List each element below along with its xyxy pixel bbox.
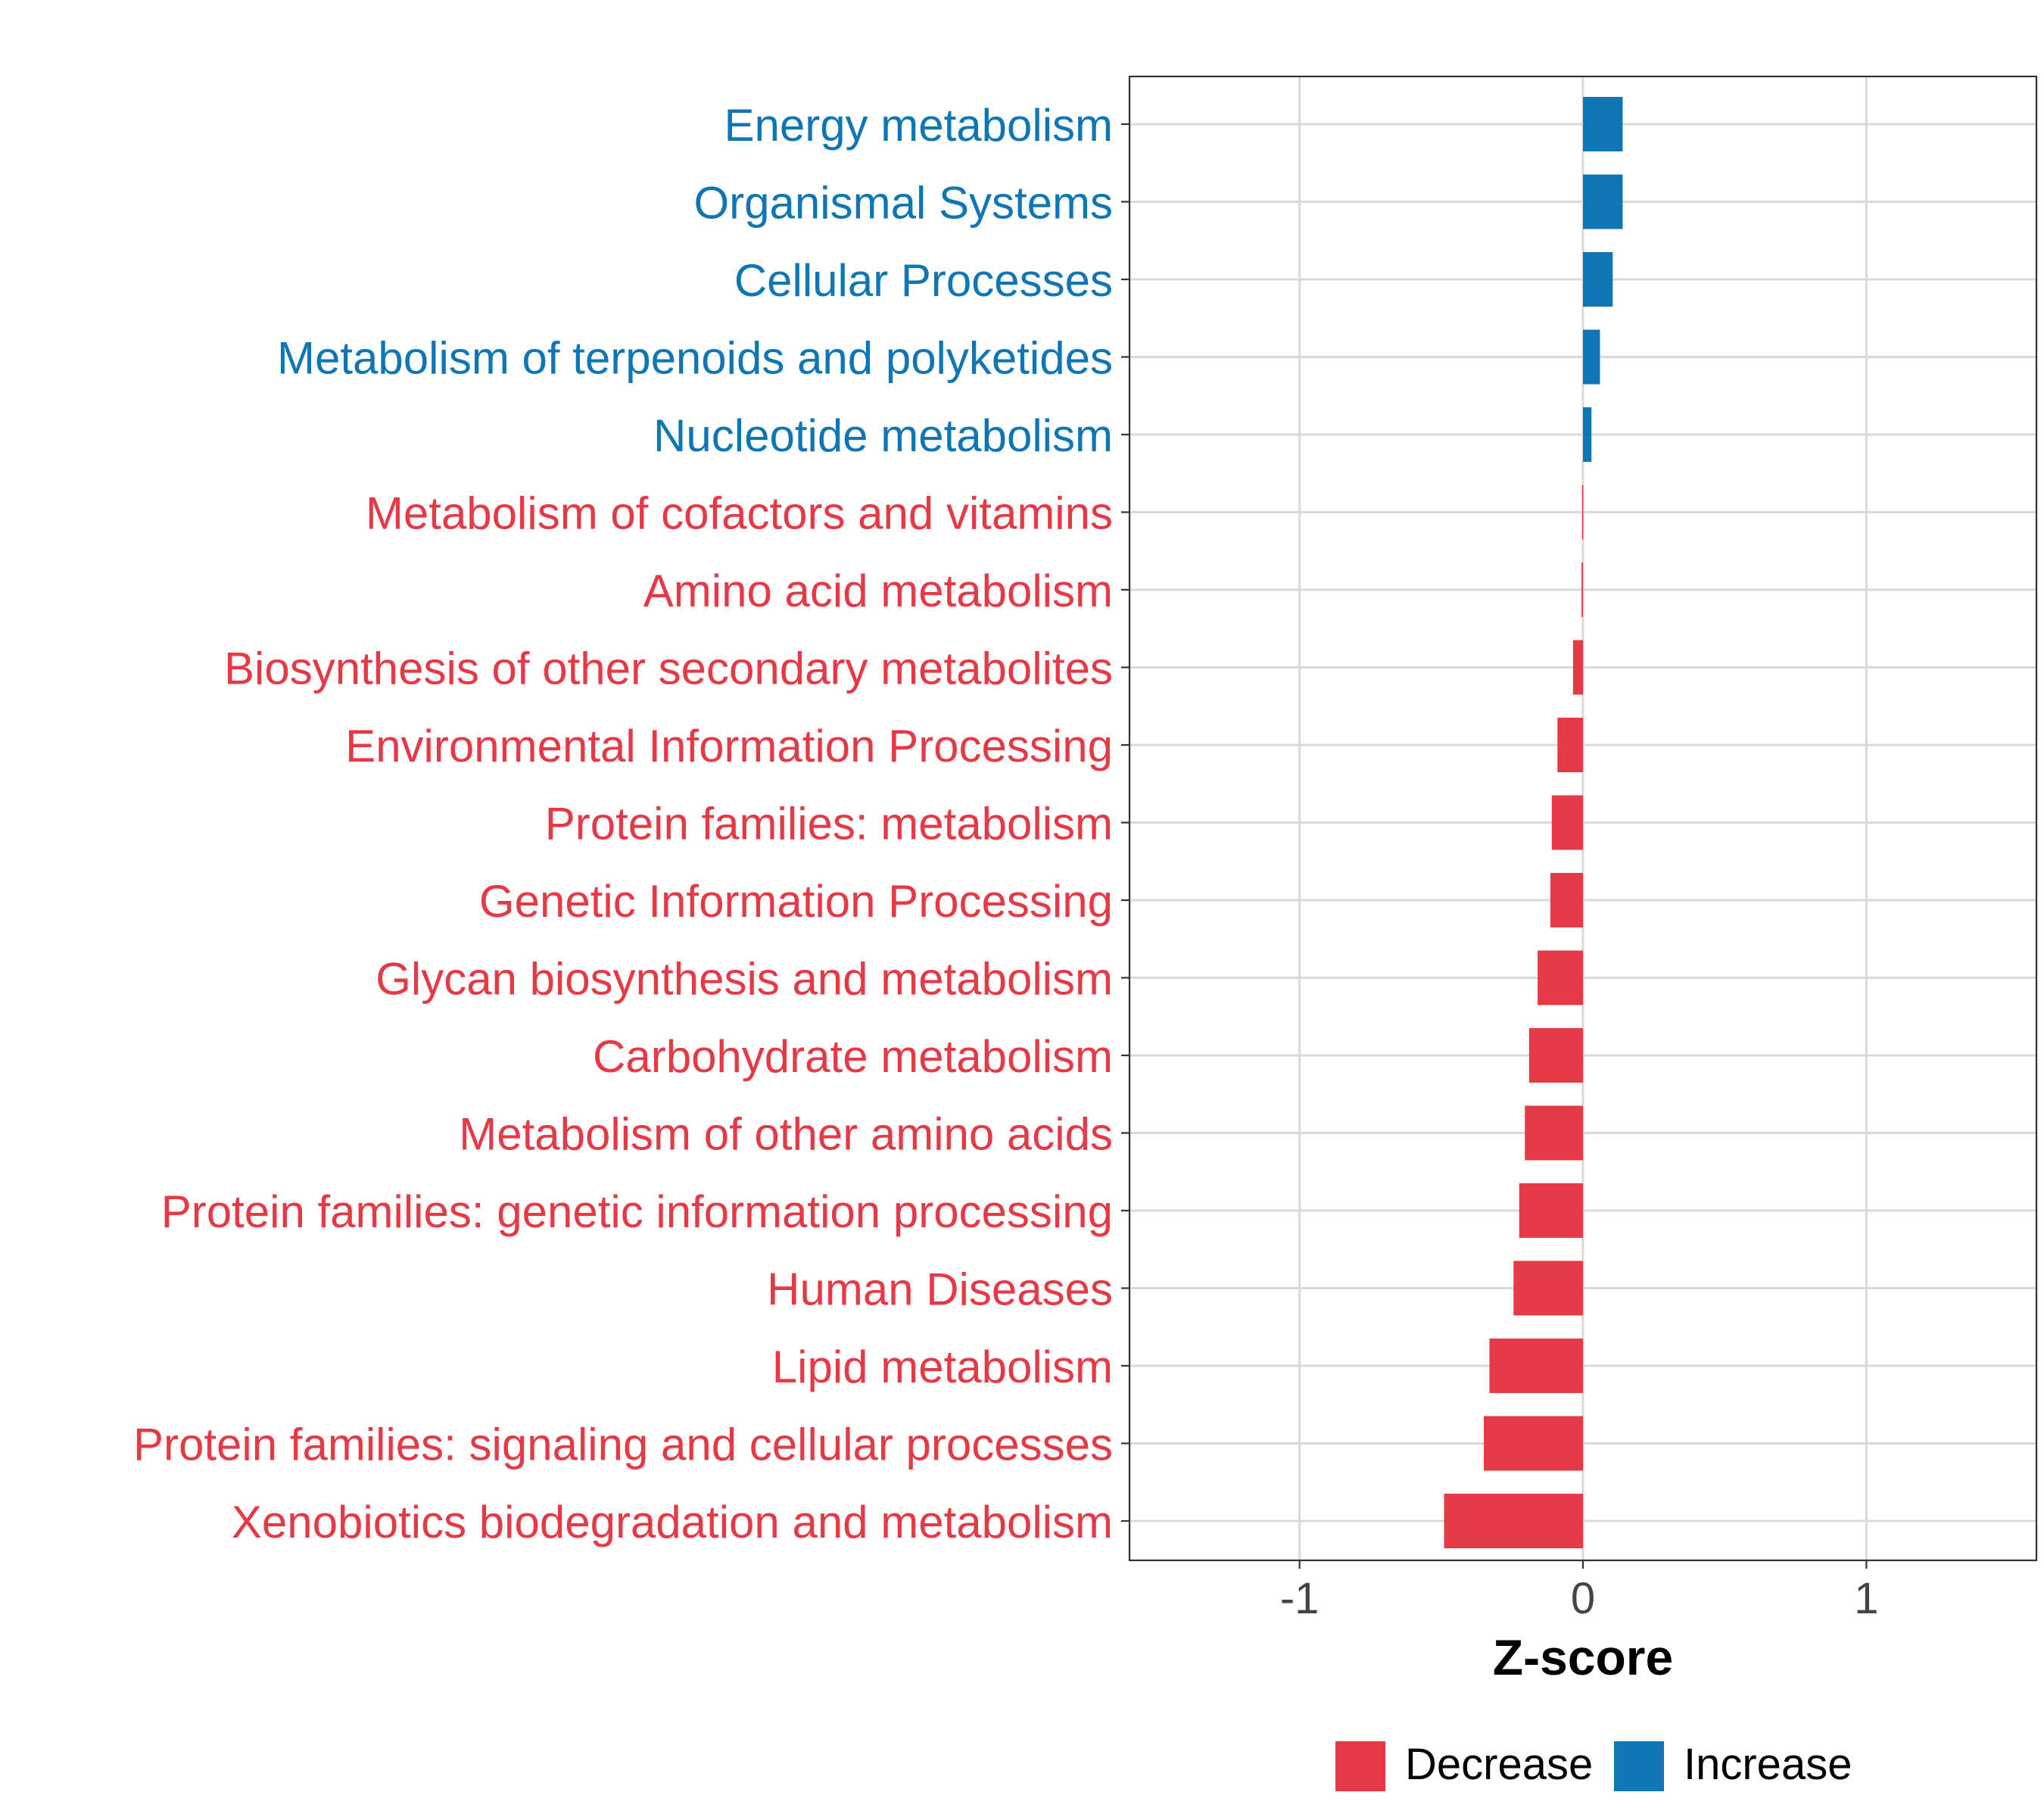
x-axis-title: Z-score: [1493, 1629, 1673, 1685]
bar: [1525, 1105, 1583, 1161]
legend-swatch-decrease: [1335, 1741, 1385, 1791]
y-tick-label: Amino acid metabolism: [643, 566, 1113, 616]
bars: [1444, 97, 1623, 1548]
y-tick-label: Energy metabolism: [724, 100, 1113, 151]
x-tick-label: 0: [1571, 1574, 1595, 1623]
x-tick-label: -1: [1280, 1574, 1320, 1623]
y-tick-label: Lipid metabolism: [772, 1342, 1113, 1392]
bar: [1583, 407, 1592, 462]
bar: [1519, 1183, 1583, 1238]
y-tick-label: Xenobiotics biodegradation and metabolis…: [232, 1497, 1113, 1547]
bar: [1550, 873, 1583, 927]
y-tick-label: Human Diseases: [767, 1264, 1113, 1315]
y-tick-label: Nucleotide metabolism: [653, 410, 1113, 461]
y-tick-label: Protein families: signaling and cellular…: [133, 1420, 1113, 1470]
bar: [1583, 97, 1623, 151]
legend-label-increase: Increase: [1684, 1740, 1852, 1789]
y-tick-label: Metabolism of terpenoids and polyketides: [277, 333, 1113, 384]
y-tick-label: Genetic Information Processing: [479, 876, 1113, 927]
bar: [1557, 718, 1583, 772]
bar: [1581, 485, 1584, 540]
bar: [1538, 950, 1583, 1005]
y-tick-label: Glycan biosynthesis and metabolism: [375, 954, 1113, 1005]
legend: Decrease Increase: [1335, 1740, 1852, 1791]
bar: [1513, 1261, 1583, 1316]
x-tick-label: 1: [1854, 1574, 1878, 1623]
y-tick-label: Protein families: metabolism: [545, 799, 1113, 849]
x-axis: -1 0 1: [1280, 1560, 1879, 1623]
y-axis: Energy metabolism Organismal Systems Cellu…: [133, 100, 1129, 1547]
y-tick-label: Cellular Processes: [734, 255, 1113, 306]
bar: [1444, 1494, 1583, 1548]
y-tick-label: Metabolism of other amino acids: [459, 1109, 1113, 1160]
bar: [1583, 329, 1600, 385]
bar: [1583, 174, 1623, 229]
y-tick-label: Metabolism of cofactors and vitamins: [366, 488, 1113, 539]
bar: [1581, 563, 1583, 617]
bar: [1483, 1416, 1583, 1471]
bar: [1528, 1028, 1583, 1083]
bar: [1551, 795, 1583, 850]
legend-label-decrease: Decrease: [1405, 1740, 1593, 1789]
y-tick-label: Environmental Information Processing: [345, 721, 1113, 771]
y-tick-label: Organismal Systems: [694, 178, 1113, 229]
bar: [1489, 1339, 1583, 1393]
bar: [1583, 252, 1613, 307]
bar: [1572, 640, 1583, 695]
y-tick-label: Protein families: genetic information pr…: [161, 1186, 1113, 1237]
legend-swatch-increase: [1614, 1741, 1664, 1791]
y-tick-label: Carbohydrate metabolism: [593, 1031, 1113, 1082]
y-tick-label: Biosynthesis of other secondary metaboli…: [224, 644, 1113, 694]
